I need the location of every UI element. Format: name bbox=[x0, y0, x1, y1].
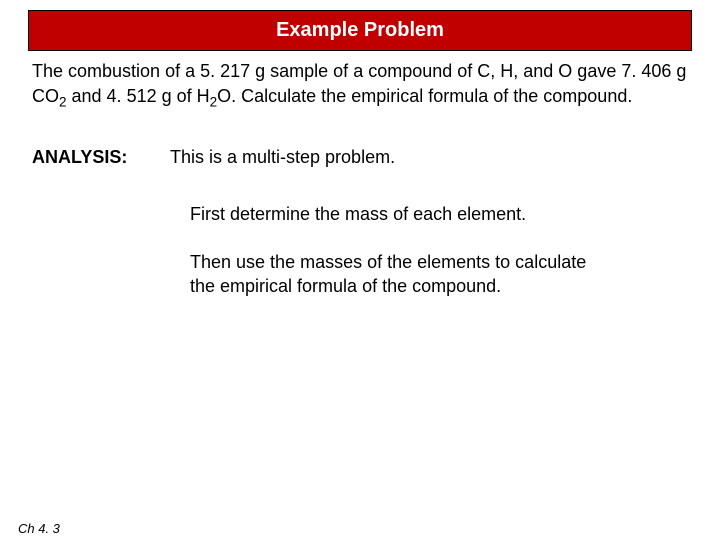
title-text: Example Problem bbox=[276, 19, 444, 41]
analysis-row: ANALYSIS: This is a multi-step problem. bbox=[32, 147, 720, 168]
problem-mid1: and 4. 512 g of H bbox=[67, 86, 210, 106]
problem-mid2: O. Calculate the empirical formula of th… bbox=[217, 86, 632, 106]
problem-sub2: 2 bbox=[210, 95, 218, 110]
analysis-label: ANALYSIS: bbox=[32, 147, 170, 168]
analysis-step-1: First determine the mass of each element… bbox=[190, 202, 590, 226]
problem-sub1: 2 bbox=[59, 95, 67, 110]
analysis-step-2: Then use the masses of the elements to c… bbox=[190, 250, 590, 299]
problem-statement: The combustion of a 5. 217 g sample of a… bbox=[32, 59, 688, 113]
footer-chapter: Ch 4. 3 bbox=[18, 521, 60, 536]
title-bar: Example Problem bbox=[28, 10, 692, 51]
analysis-intro: This is a multi-step problem. bbox=[170, 147, 395, 168]
